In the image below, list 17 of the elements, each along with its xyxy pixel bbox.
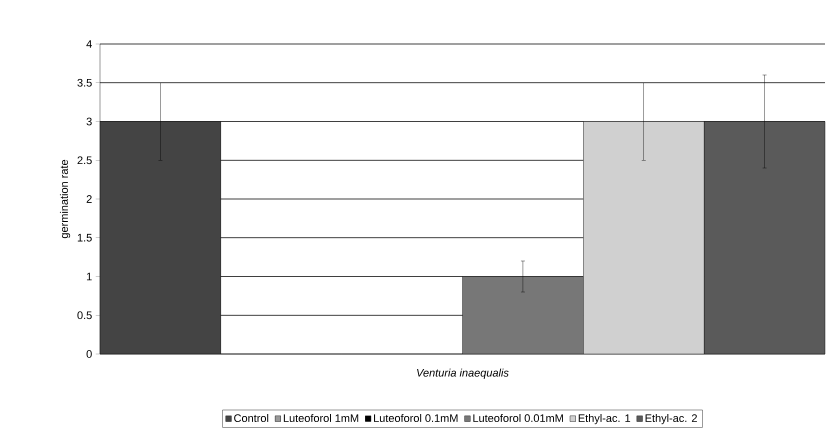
y-tick-label: 0 — [86, 350, 92, 358]
y-tick-label: 1 — [86, 272, 92, 280]
y-axis-title: germination rate — [60, 160, 70, 238]
legend-label: Luteoforol 1mM — [284, 414, 358, 422]
legend-label: Luteoforol 0.01mM — [473, 414, 563, 422]
legend-label: Ethyl-ac. 1 — [578, 414, 630, 424]
legend-label: Control — [234, 414, 268, 422]
y-tick-label: 3 — [86, 118, 92, 126]
legend-label: Luteoforol 0.1mM — [374, 414, 458, 422]
y-tick-label: 4 — [86, 40, 92, 48]
legend-label: Ethyl-ac. 2 — [646, 414, 697, 424]
y-tick-label: 3.5 — [77, 78, 92, 87]
y-tick-label: 2.5 — [78, 156, 92, 164]
y-tick-label: 0.5 — [77, 311, 92, 320]
x-axis-title: Venturia inaequalis — [417, 368, 509, 379]
y-tick-label: 2 — [86, 195, 92, 203]
y-tick-label: 1.5 — [78, 234, 92, 242]
